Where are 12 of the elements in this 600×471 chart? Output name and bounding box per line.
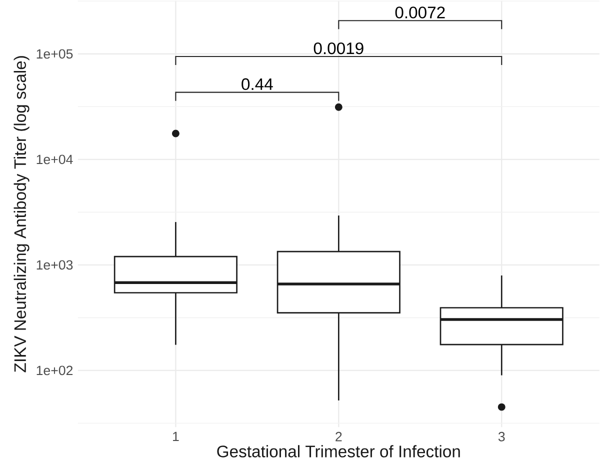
annotation: 0.44 bbox=[242, 78, 273, 90]
y-tick-label: 1e+03 bbox=[36, 260, 73, 270]
annotation: 0.0072 bbox=[395, 6, 445, 18]
x-tick-label: 3 bbox=[498, 432, 505, 442]
x-tick-label: 2 bbox=[336, 432, 342, 442]
y-tick-label: 1e+04 bbox=[36, 154, 73, 164]
x-axis-title: Gestational Trimester of Infection bbox=[217, 445, 460, 458]
x-tick-label: 1 bbox=[173, 432, 179, 441]
y-tick-label: 1e+02 bbox=[36, 366, 73, 376]
y-axis-title: ZIKV Neutralizing Antibody Titer (log scale) bbox=[14, 56, 30, 372]
annotation: 0.0019 bbox=[314, 42, 364, 54]
y-tick-label: 1e+05 bbox=[36, 49, 73, 59]
